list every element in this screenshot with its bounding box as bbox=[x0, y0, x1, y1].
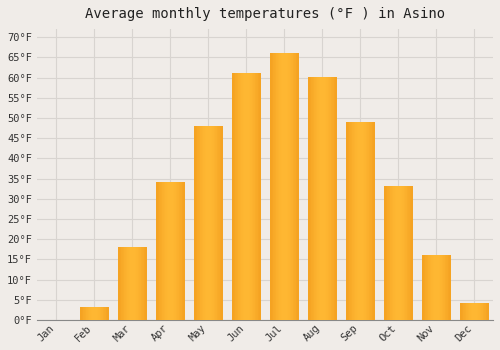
Title: Average monthly temperatures (°F ) in Asino: Average monthly temperatures (°F ) in As… bbox=[85, 7, 445, 21]
